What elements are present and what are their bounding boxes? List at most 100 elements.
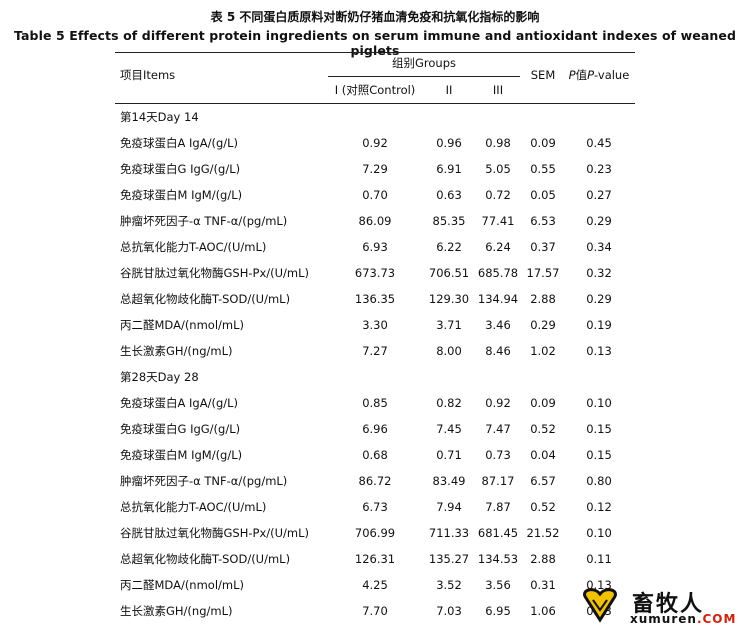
cell-p: 0.29 <box>586 292 612 306</box>
cell-sem: 2.88 <box>530 552 556 566</box>
cell-v3: 7.87 <box>485 500 511 514</box>
cell-v2: 706.51 <box>428 266 470 280</box>
cell-p: 0.13 <box>586 344 612 358</box>
cell-v3: 0.72 <box>485 188 511 202</box>
cell-v1: 0.92 <box>362 136 388 150</box>
cell-v1: 6.93 <box>362 240 388 254</box>
groups-underline <box>328 76 520 77</box>
cell-v2: 0.71 <box>436 448 462 462</box>
row-label: 肿瘤坏死因子-α TNF-α/(pg/mL) <box>120 214 288 228</box>
cell-v2: 0.63 <box>436 188 462 202</box>
cell-sem: 21.52 <box>526 526 560 540</box>
cell-sem: 0.04 <box>530 448 556 462</box>
cell-sem: 1.02 <box>530 344 556 358</box>
p-suffix: -value <box>594 68 630 82</box>
logo-url-main: xumuren <box>630 612 697 626</box>
cell-v2: 135.27 <box>428 552 470 566</box>
table-title-chinese: 表 5 不同蛋白质原料对断奶仔猪血清免疫和抗氧化指标的影响 <box>210 10 540 24</box>
cell-v2: 3.71 <box>436 318 462 332</box>
cell-v1: 6.96 <box>362 422 388 436</box>
cell-sem: 17.57 <box>526 266 560 280</box>
cell-v1: 673.73 <box>354 266 396 280</box>
row-label: 总超氧化物歧化酶T-SOD/(U/mL) <box>120 552 291 566</box>
header-group-1: I (对照Control) <box>334 83 416 97</box>
cell-p: 0.29 <box>586 214 612 228</box>
xumuren-logo <box>583 588 617 623</box>
row-label: 免疫球蛋白G IgG/(g/L) <box>120 162 241 176</box>
header-p-value: P值P-value <box>564 68 634 82</box>
cell-p: 0.12 <box>586 500 612 514</box>
header-group-3: III <box>492 83 504 97</box>
cell-v1: 0.68 <box>362 448 388 462</box>
p-italic-symbol-2: P <box>587 68 595 82</box>
row-label: 总抗氧化能力T-AOC/(U/mL) <box>120 240 267 254</box>
cell-sem: 6.57 <box>530 474 556 488</box>
cell-p: 0.10 <box>586 526 612 540</box>
cell-v1: 0.70 <box>362 188 388 202</box>
cell-sem: 2.88 <box>530 292 556 306</box>
cell-p: 0.23 <box>586 162 612 176</box>
cell-sem: 0.31 <box>530 578 556 592</box>
cell-v2: 6.22 <box>436 240 462 254</box>
row-label: 肿瘤坏死因子-α TNF-α/(pg/mL) <box>120 474 288 488</box>
cell-p: 0.15 <box>586 422 612 436</box>
row-label: 免疫球蛋白M IgM/(g/L) <box>120 188 243 202</box>
cell-v2: 0.82 <box>436 396 462 410</box>
cell-v2: 8.00 <box>436 344 462 358</box>
cell-v3: 8.46 <box>485 344 511 358</box>
cell-sem: 6.53 <box>530 214 556 228</box>
section-title: 第14天Day 14 <box>120 110 199 124</box>
cell-v2: 7.45 <box>436 422 462 436</box>
cell-p: 0.32 <box>586 266 612 280</box>
cell-sem: 0.09 <box>530 396 556 410</box>
row-label: 谷胱甘肽过氧化物酶GSH-Px/(U/mL) <box>120 526 309 540</box>
cell-v1: 6.73 <box>362 500 388 514</box>
cell-p: 0.19 <box>586 318 612 332</box>
row-label: 免疫球蛋白M IgM/(g/L) <box>120 448 243 462</box>
cell-v1: 7.70 <box>362 604 388 618</box>
cell-sem: 0.29 <box>530 318 556 332</box>
cell-p: 0.15 <box>586 448 612 462</box>
cell-v1: 86.72 <box>358 474 392 488</box>
cell-v1: 7.27 <box>362 344 388 358</box>
p-italic-symbol: P <box>568 68 576 82</box>
section-title: 第28天Day 28 <box>120 370 199 384</box>
cell-v2: 0.96 <box>436 136 462 150</box>
cell-sem: 0.05 <box>530 188 556 202</box>
cell-v2: 6.91 <box>436 162 462 176</box>
p-chinese-char: 值 <box>575 68 588 82</box>
row-label: 免疫球蛋白A IgA/(g/L) <box>120 136 239 150</box>
cell-v3: 6.95 <box>485 604 511 618</box>
cell-v3: 685.78 <box>477 266 519 280</box>
cell-v1: 136.35 <box>354 292 396 306</box>
cell-p: 0.80 <box>586 474 612 488</box>
cell-v3: 3.56 <box>485 578 511 592</box>
cell-v3: 134.53 <box>477 552 519 566</box>
header-bottom-rule <box>115 103 635 104</box>
cell-v3: 134.94 <box>477 292 519 306</box>
cell-v2: 83.49 <box>432 474 466 488</box>
row-label: 丙二醛MDA/(nmol/mL) <box>120 318 244 332</box>
cell-p: 0.11 <box>586 552 612 566</box>
header-group-2: II <box>445 83 453 97</box>
cell-sem: 0.09 <box>530 136 556 150</box>
cell-v3: 77.41 <box>481 214 515 228</box>
row-label: 生长激素GH/(ng/mL) <box>120 344 233 358</box>
cell-p: 0.10 <box>586 396 612 410</box>
cell-v2: 7.03 <box>436 604 462 618</box>
logo-url: xumuren.COM <box>630 612 736 626</box>
cell-v1: 3.30 <box>362 318 388 332</box>
row-label: 免疫球蛋白A IgA/(g/L) <box>120 396 239 410</box>
cell-sem: 0.55 <box>530 162 556 176</box>
header-groups: 组别Groups <box>391 56 456 70</box>
cell-v3: 0.98 <box>485 136 511 150</box>
row-label: 免疫球蛋白G IgG/(g/L) <box>120 422 241 436</box>
logo-heart-icon <box>583 588 617 623</box>
cell-v3: 681.45 <box>477 526 519 540</box>
row-label: 谷胱甘肽过氧化物酶GSH-Px/(U/mL) <box>120 266 309 280</box>
cell-v1: 126.31 <box>354 552 396 566</box>
header-sem: SEM <box>530 68 556 82</box>
cell-sem: 0.52 <box>530 500 556 514</box>
table-top-rule <box>115 52 635 53</box>
cell-sem: 0.37 <box>530 240 556 254</box>
